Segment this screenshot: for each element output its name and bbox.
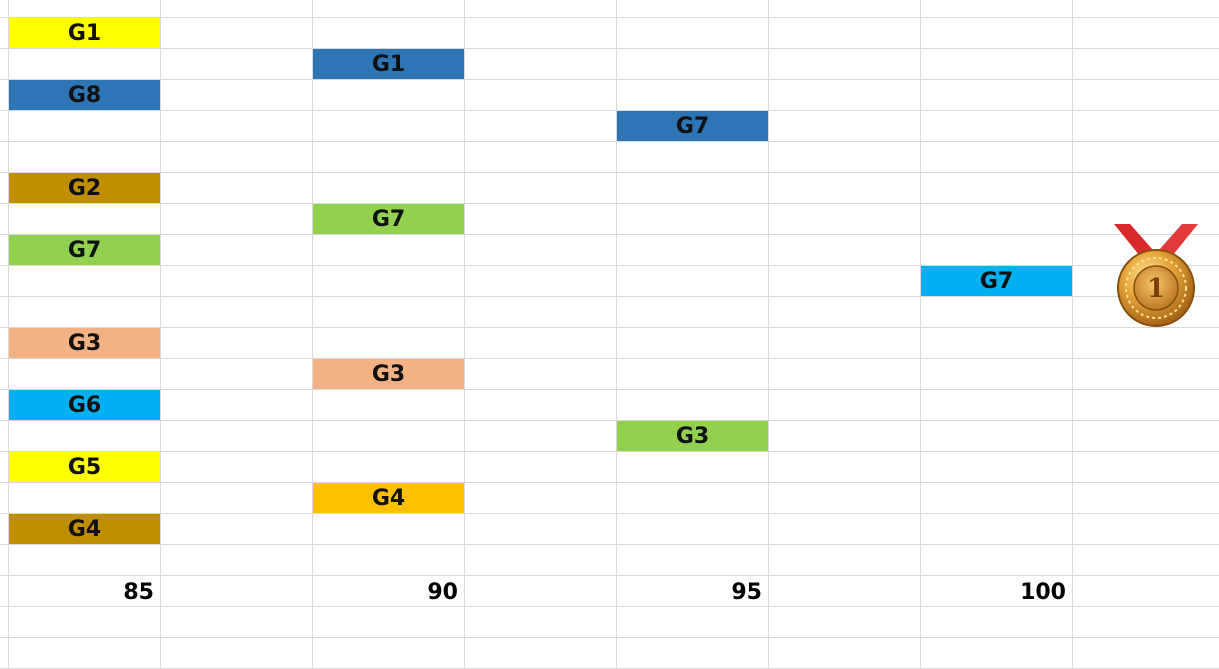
highlighted-cell[interactable]: G1 — [313, 49, 464, 79]
highlighted-cell[interactable]: G6 — [9, 390, 160, 420]
medal-rank-text: 1 — [1147, 274, 1165, 304]
highlighted-cell[interactable]: G8 — [9, 80, 160, 110]
highlighted-cell[interactable]: G4 — [313, 483, 464, 513]
scale-value-label: 85 — [123, 580, 154, 605]
highlighted-cell[interactable]: G7 — [617, 111, 768, 141]
highlighted-cell[interactable]: G3 — [9, 328, 160, 358]
scale-value-label: 90 — [427, 580, 458, 605]
highlighted-cell[interactable]: G7 — [9, 235, 160, 265]
scale-value-label: 95 — [731, 580, 762, 605]
gold-medal-icon: 1 — [1114, 224, 1198, 327]
highlighted-cell[interactable]: G4 — [9, 514, 160, 544]
scale-value-label: 100 — [1020, 580, 1066, 605]
highlighted-cell[interactable]: G7 — [921, 266, 1072, 296]
highlighted-cell[interactable]: G3 — [617, 421, 768, 451]
highlighted-cell[interactable]: G2 — [9, 173, 160, 203]
highlighted-cell[interactable]: G5 — [9, 452, 160, 482]
highlighted-cell[interactable]: G3 — [313, 359, 464, 389]
highlighted-cell[interactable]: G1 — [9, 18, 160, 48]
highlighted-cell[interactable]: G7 — [313, 204, 464, 234]
